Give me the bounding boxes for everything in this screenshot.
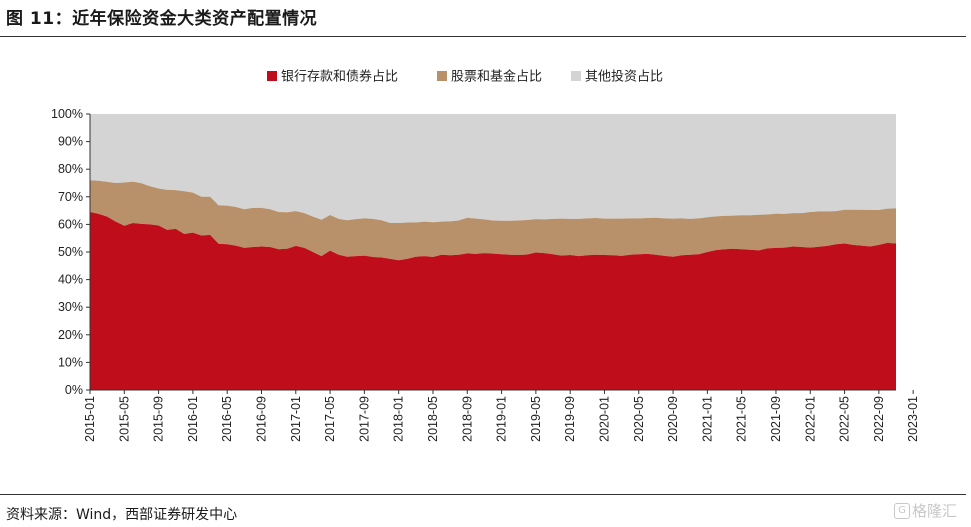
y-tick-label: 60%	[58, 217, 83, 231]
x-tick-label: 2021-05	[735, 396, 749, 442]
legend-swatch-stock_fund	[437, 71, 447, 81]
y-tick-label: 80%	[58, 162, 83, 176]
series-area-stock-fund	[90, 180, 896, 261]
x-tick-label: 2019-05	[529, 396, 543, 442]
y-tick-label: 40%	[58, 273, 83, 287]
legend-label-other: 其他投资占比	[585, 69, 663, 85]
chart-legend: 银行存款和债券占比 股票和基金占比 其他投资占比	[267, 69, 663, 85]
title-rule	[0, 36, 966, 37]
x-tick-label: 2021-01	[700, 396, 714, 442]
x-tick-label: 2018-05	[426, 396, 440, 442]
source-note: 资料来源：Wind，西部证券研发中心	[6, 507, 238, 523]
y-tick-label: 20%	[58, 328, 83, 342]
legend-label-bank_bond: 银行存款和债券占比	[281, 69, 398, 85]
y-tick-label: 30%	[58, 300, 83, 314]
x-tick-label: 2017-05	[323, 396, 337, 442]
x-tick-label: 2020-09	[666, 396, 680, 442]
y-tick-label: 100%	[51, 107, 83, 121]
plot-area	[90, 114, 896, 390]
x-tick-label: 2018-09	[460, 396, 474, 442]
series-area-other	[90, 114, 896, 224]
stacked-area-chart: 银行存款和债券占比 股票和基金占比 其他投资占比 0% 10% 20% 30% 40% 50%…	[51, 69, 920, 442]
series-area-bank-bond	[90, 211, 896, 390]
y-tick-label: 70%	[58, 190, 83, 204]
x-tick-label: 2017-09	[357, 396, 371, 442]
gelonghui-logo-icon: G	[894, 502, 910, 519]
y-tick-label: 90%	[58, 135, 83, 149]
legend-label-stock_fund: 股票和基金占比	[451, 69, 542, 85]
x-tick-label: 2019-01	[495, 396, 509, 442]
x-tick-label: 2019-09	[563, 396, 577, 442]
x-tick-label: 2022-09	[872, 396, 886, 442]
legend-swatch-bank_bond	[267, 71, 277, 81]
x-tick-label: 2015-01	[83, 396, 97, 442]
x-tick-label: 2016-05	[220, 396, 234, 442]
x-tick-label: 2016-09	[254, 396, 268, 442]
x-tick-label: 2020-01	[597, 396, 611, 442]
x-tick-label: 2016-01	[186, 396, 200, 442]
chart-axes: 0% 10% 20% 30% 40% 50% 60% 70% 80% 90% 100% 2015-01…	[51, 107, 920, 442]
x-tick-label: 2018-01	[392, 396, 406, 442]
x-tick-label: 2021-09	[769, 396, 783, 442]
y-tick-label: 50%	[58, 245, 83, 259]
y-tick-label: 10%	[58, 355, 83, 369]
watermark-text: 格隆汇	[912, 502, 958, 520]
x-tick-label: 2022-05	[838, 396, 852, 442]
x-tick-label: 2017-01	[289, 396, 303, 442]
figure-title: 图 11：近年保险资金大类资产配置情况	[6, 9, 318, 29]
x-tick-label: 2015-05	[117, 396, 131, 442]
legend-swatch-other	[571, 71, 581, 81]
x-tick-label: 2015-09	[152, 396, 166, 442]
x-tick-label: 2020-05	[632, 396, 646, 442]
x-tick-label: 2022-01	[803, 396, 817, 442]
y-tick-label: 0%	[65, 383, 83, 397]
x-tick-label: 2023-01	[906, 396, 920, 442]
watermark: G 格隆汇	[894, 500, 957, 521]
footer-rule	[0, 494, 966, 495]
